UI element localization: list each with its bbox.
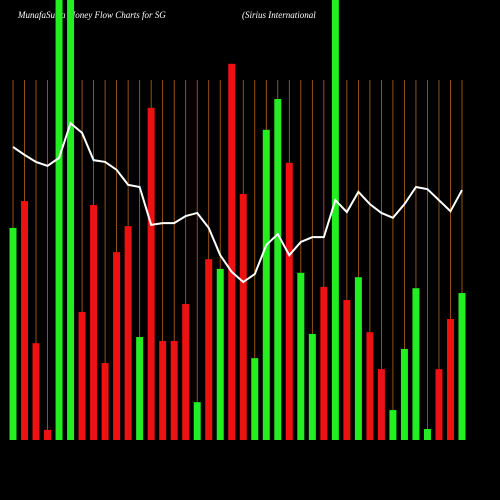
bar: [354, 277, 362, 440]
bar: [377, 369, 385, 440]
bar: [78, 311, 86, 440]
bar: [228, 63, 236, 441]
bar: [216, 268, 224, 440]
bar: [90, 205, 98, 440]
bar: [136, 337, 144, 440]
bar: [147, 107, 155, 441]
bar: [423, 429, 431, 440]
bar: [159, 341, 167, 440]
bar: [170, 341, 178, 440]
bar: [308, 333, 316, 440]
bar: [262, 129, 270, 441]
bar: [297, 272, 305, 440]
bar: [9, 227, 17, 440]
bar: [101, 363, 109, 440]
bar: [412, 288, 420, 440]
bar: [251, 358, 259, 440]
bar: [285, 162, 293, 441]
bar: [446, 319, 454, 440]
bar: [67, 0, 75, 440]
bar: [458, 293, 466, 440]
bar: [32, 343, 40, 440]
chart-title: MunafaSutra Money Flow Charts for SG: [17, 10, 166, 20]
bar: [435, 369, 443, 440]
bar: [331, 0, 339, 440]
bar: [193, 402, 201, 440]
chart-subtitle: (Sirius International: [242, 10, 316, 20]
bar: [343, 300, 351, 440]
bar: [113, 252, 121, 440]
bar: [55, 0, 63, 440]
bar: [274, 99, 282, 440]
bar: [400, 348, 408, 440]
bar: [320, 286, 328, 440]
bar: [44, 429, 52, 440]
bar: [205, 259, 213, 440]
bar: [124, 226, 132, 440]
bar: [239, 194, 247, 440]
bar: [21, 201, 29, 440]
bar: [366, 332, 374, 440]
money-flow-line: [12, 121, 463, 284]
bar: [389, 410, 397, 440]
bar: [182, 304, 190, 440]
